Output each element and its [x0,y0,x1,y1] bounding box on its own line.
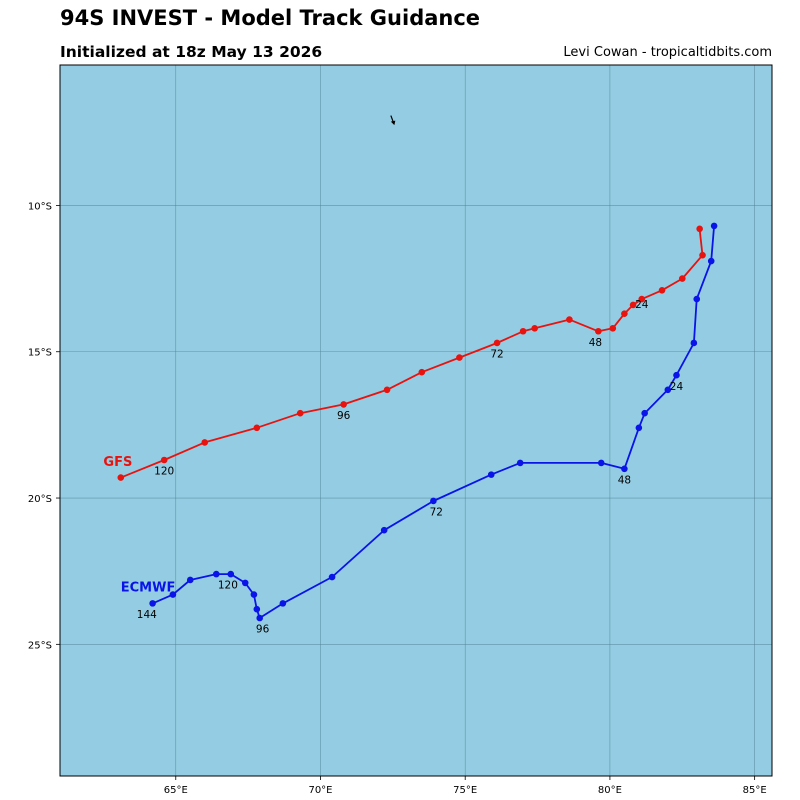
ecmwf-track-point [487,471,495,478]
ecmwf-hour-label: 48 [618,474,631,486]
ecmwf-track-point [430,497,437,505]
ecmwf-track-point [169,591,177,598]
gfs-track-point [699,251,706,259]
ecmwf-track-point [186,576,194,584]
x-tick-label: 65°E [164,785,188,796]
ecmwf-track-point [693,295,701,303]
ecmwf-track-point [149,600,156,607]
ecmwf-model-label: ECMWF [121,581,176,596]
ecmwf-track-point [279,600,287,607]
y-tick-label: 25°S [28,640,52,651]
gfs-model-label: GFS [103,455,132,470]
ecmwf-track-point [380,526,388,534]
chart-subtitle: Initialized at 18z May 13 2026 [60,43,323,61]
ecmwf-track-point [664,386,672,394]
ecmwf-track-point [328,573,336,581]
ecmwf-track-point [212,570,220,578]
gfs-track-point [418,368,426,376]
x-tick-label: 70°E [308,785,332,796]
gfs-track-point [201,439,209,446]
gfs-track-point [340,401,347,408]
gfs-track-point [595,327,602,335]
gfs-track-point [638,295,646,303]
x-tick-label: 75°E [453,785,477,796]
gfs-hour-label: 48 [589,337,602,349]
ecmwf-track-point [707,257,715,265]
ecmwf-track-point [597,459,605,467]
ecmwf-track-point [241,579,249,587]
x-tick-label: 80°E [598,785,622,796]
ecmwf-track-point [641,409,648,417]
gfs-hour-label: 72 [490,349,503,361]
gfs-track-point [658,286,666,294]
gfs-track-point [296,409,304,417]
ecmwf-hour-label: 120 [218,580,238,592]
chart-credit: Levi Cowan - tropicaltidbits.com [563,45,772,60]
gfs-track-point [621,310,628,318]
gfs-track-point [566,316,573,323]
gfs-track-point [519,327,527,335]
gfs-track-point [629,301,637,309]
gfs-hour-label: 120 [154,466,174,478]
gfs-hour-label: 96 [337,410,351,422]
ecmwf-hour-label: 144 [137,609,157,621]
gfs-hour-label: 24 [635,299,649,311]
gfs-track-point [160,456,168,464]
ecmwf-track-point [250,591,258,598]
gfs-track-point [696,225,703,233]
chart-title: 94S INVEST - Model Track Guidance [60,6,481,30]
ecmwf-hour-label: 96 [256,624,270,636]
x-tick-label: 85°E [743,785,767,796]
ecmwf-track-point [635,424,643,432]
ecmwf-track-point [253,605,261,613]
ecmwf-track-point [673,371,680,379]
plot-frame [59,64,773,777]
gfs-track-line [120,228,704,479]
gfs-track-point [253,424,261,432]
gfs-track-point [609,325,617,332]
gfs-track-point [383,386,391,394]
ecmwf-hour-label: 24 [670,381,684,393]
gfs-track-point [456,354,463,361]
ecmwf-track-point [256,614,264,622]
ecmwf-track-point [690,339,698,347]
gfs-track-point [531,325,538,332]
y-tick-label: 20°S [28,494,52,505]
gfs-track-point [117,474,125,481]
ecmwf-track-point [621,465,628,473]
plot-area: 65°E 70°E 75°E 80°E 85°E 10°S 15°S 20°S 25°S 24 48… [28,64,773,796]
y-tick-label: 15°S [28,348,52,359]
ecmwf-track-point [710,222,718,230]
ecmwf-track-point [516,459,524,467]
ocean-background [60,65,772,776]
ecmwf-track-point [227,570,235,578]
gfs-track-point [678,275,686,282]
y-tick-label: 10°S [28,201,52,212]
ecmwf-hour-label: 72 [430,507,443,519]
gfs-track-point [493,339,501,347]
wind-arrow-head [390,120,396,126]
